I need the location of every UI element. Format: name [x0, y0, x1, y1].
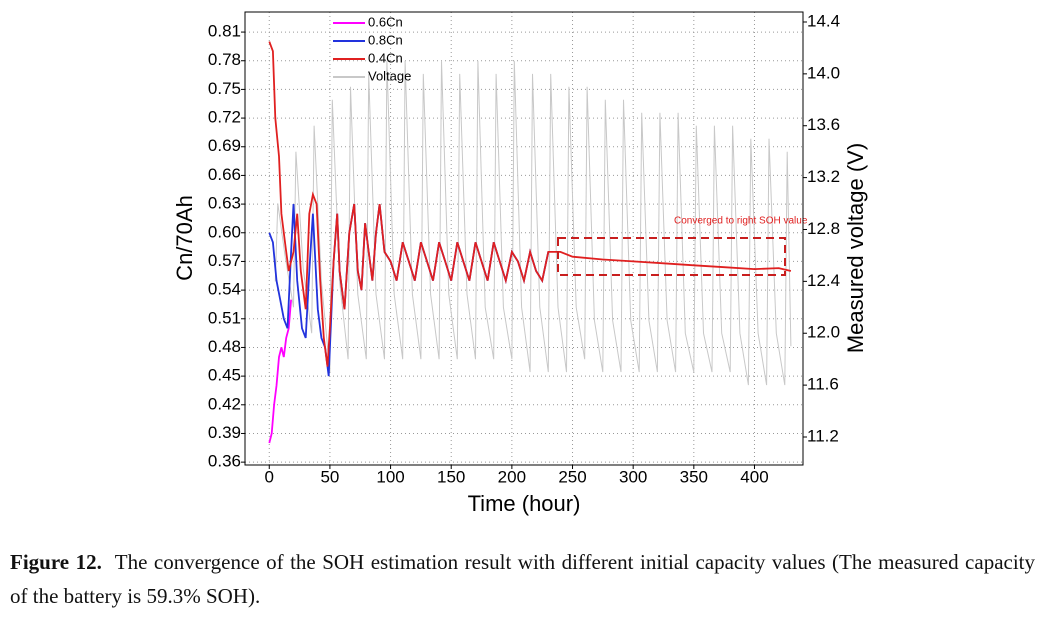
- y-tick-label: 0.60: [208, 222, 241, 241]
- y-tick-label: 0.51: [208, 308, 241, 327]
- caption-label: Figure 12.: [10, 550, 102, 574]
- y-tick-label: 0.75: [208, 79, 241, 98]
- plot-data: [268, 41, 792, 444]
- y-tick-label: 0.36: [208, 452, 241, 471]
- x-tick-label: 250: [558, 467, 586, 486]
- series-line: [268, 203, 550, 377]
- y-tick-label: 0.78: [208, 50, 241, 69]
- y2-tick-label: 11.2: [807, 426, 839, 445]
- x-tick-label: 400: [740, 467, 768, 486]
- y-tick-label: 0.39: [208, 423, 241, 442]
- legend-label: 0.8Cn: [368, 32, 403, 47]
- y2-tick-label: 14.4: [807, 11, 840, 30]
- x-tick-label: 300: [619, 467, 647, 486]
- annotation-box: [557, 237, 786, 276]
- caption-text: The convergence of the SOH estimation re…: [10, 550, 1036, 608]
- series-line: [268, 299, 292, 444]
- series-line: [268, 41, 792, 367]
- y-tick-label: 0.81: [208, 22, 241, 41]
- y-tick-label: 0.63: [208, 194, 241, 213]
- y2-axis-label: Measured voltage (V): [843, 143, 868, 353]
- legend-label: Voltage: [368, 68, 411, 83]
- x-tick-label: 350: [680, 467, 708, 486]
- x-tick-label: 200: [498, 467, 526, 486]
- y-tick-label: 0.69: [208, 136, 241, 155]
- x-tick-label: 50: [320, 467, 339, 486]
- annotation: Converged to right SOH value: [674, 216, 808, 227]
- y2-tick-label: 12.0: [807, 323, 840, 342]
- y-tick-label: 0.48: [208, 337, 241, 356]
- legend-label: 0.6Cn: [368, 14, 403, 29]
- y-axis-label: Cn/70Ah: [172, 195, 197, 281]
- y-tick-label: 0.54: [208, 280, 241, 299]
- chart: Converged to right SOH value 0.36 0.39 0.4…: [172, 11, 868, 516]
- x-axis-label: Time (hour): [468, 491, 581, 516]
- series-line: [274, 60, 792, 386]
- y2-tick-label: 13.2: [807, 167, 840, 186]
- y-tick-label: 0.45: [208, 366, 241, 385]
- y2-tick-label: 13.6: [807, 115, 840, 134]
- y2-tick-label: 14.0: [807, 63, 840, 82]
- x-tick-label: 0: [265, 467, 274, 486]
- y2-tick-label: 11.6: [807, 375, 839, 394]
- y-tick-label: 0.57: [208, 251, 241, 270]
- y-tick-label: 0.42: [208, 394, 241, 413]
- legend-label: 0.4Cn: [368, 50, 403, 65]
- x-tick-label: 150: [437, 467, 465, 486]
- plot-frame: [244, 11, 804, 466]
- y-tick-label: 0.66: [208, 165, 241, 184]
- x-tick-label: 100: [376, 467, 404, 486]
- caption: Figure 12. The convergence of the SOH es…: [10, 545, 1035, 613]
- y2-tick-label: 12.4: [807, 271, 840, 290]
- y-tick-label: 0.72: [208, 108, 241, 127]
- y2-tick-label: 12.8: [807, 219, 840, 238]
